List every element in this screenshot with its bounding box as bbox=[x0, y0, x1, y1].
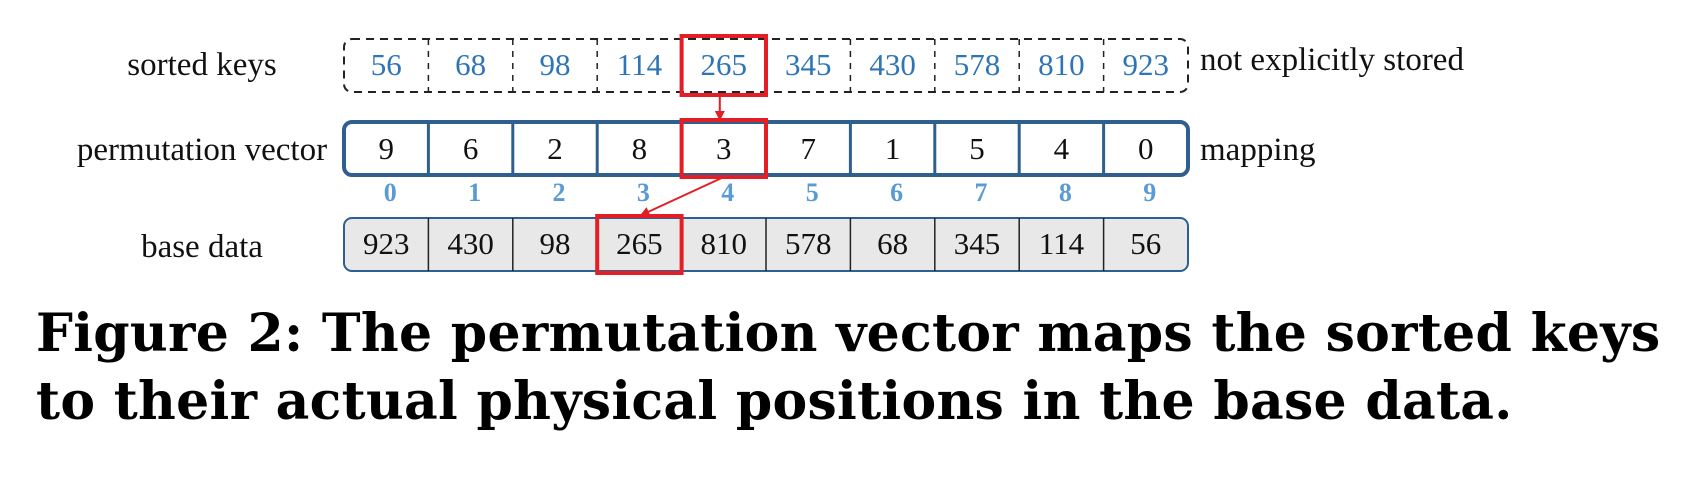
position-index: 8 bbox=[1059, 178, 1072, 207]
index-row: 0 1 2 3 4 5 6 7 8 9 bbox=[384, 178, 1157, 207]
sorted-key-cell: 430 bbox=[869, 47, 916, 82]
base-data-cell: 114 bbox=[1039, 226, 1085, 261]
sorted-key-cell: 56 bbox=[371, 47, 402, 82]
base-data-cell: 810 bbox=[701, 226, 748, 261]
position-index: 6 bbox=[890, 178, 903, 207]
base-data-cell: 68 bbox=[877, 226, 908, 261]
highlighted-sorted-key bbox=[679, 34, 768, 97]
sorted-key-cell: 114 bbox=[617, 47, 663, 82]
mapping-note: mapping bbox=[1200, 132, 1315, 168]
permutation-cell: 0 bbox=[1138, 131, 1154, 166]
permutation-cell: 4 bbox=[1054, 131, 1070, 166]
base-data-cell: 430 bbox=[447, 226, 494, 261]
base-data-cell: 56 bbox=[1130, 226, 1161, 261]
sorted-key-cell: 578 bbox=[954, 47, 1001, 82]
permutation-to-base-arrow bbox=[639, 176, 725, 217]
position-index: 5 bbox=[806, 178, 819, 207]
highlight-layer bbox=[595, 34, 768, 275]
not-explicitly-stored-note: not explicitly stored bbox=[1200, 42, 1464, 78]
base-data-cell: 578 bbox=[785, 226, 832, 261]
permutation-cell: 8 bbox=[632, 131, 648, 166]
permutation-cell: 7 bbox=[800, 131, 816, 166]
permutation-cell: 9 bbox=[378, 131, 394, 166]
permutation-cell: 2 bbox=[547, 131, 563, 166]
base-data-cell: 923 bbox=[363, 226, 410, 261]
permutation-cell: 5 bbox=[969, 131, 985, 166]
position-index: 0 bbox=[384, 178, 397, 207]
position-index: 3 bbox=[637, 178, 650, 207]
sorted-keys-label: sorted keys bbox=[127, 47, 276, 83]
base-data-row: 923 430 98 265 810 578 68 345 114 56 bbox=[343, 217, 1189, 272]
position-index: 9 bbox=[1143, 178, 1156, 207]
base-data-cell: 265 bbox=[616, 226, 663, 261]
sorted-keys-row: 56 68 98 114 265 345 430 578 810 923 bbox=[343, 38, 1189, 93]
sorted-key-cell: 98 bbox=[540, 47, 571, 82]
base-data-cell: 345 bbox=[954, 226, 1001, 261]
figure-caption: Figure 2: The permutation vector maps th… bbox=[36, 303, 1661, 432]
sorted-key-cell: 68 bbox=[455, 47, 486, 82]
sorted-key-cell: 810 bbox=[1038, 47, 1085, 82]
permutation-cell: 1 bbox=[885, 131, 901, 166]
sorted-key-cell: 923 bbox=[1123, 47, 1170, 82]
sorted-key-cell: 265 bbox=[701, 47, 748, 82]
position-index: 7 bbox=[975, 178, 988, 207]
permutation-diagram: sorted keys permutation vector base data… bbox=[77, 34, 1464, 275]
highlighted-base-data bbox=[595, 214, 684, 275]
position-index: 1 bbox=[468, 178, 481, 207]
base-data-label: base data bbox=[141, 229, 263, 265]
base-data-cell: 98 bbox=[540, 226, 571, 261]
sorted-key-cell: 345 bbox=[785, 47, 832, 82]
permutation-cell: 3 bbox=[716, 131, 732, 166]
position-index: 2 bbox=[553, 178, 566, 207]
permutation-cell: 6 bbox=[463, 131, 479, 166]
permutation-vector-label: permutation vector bbox=[77, 132, 327, 168]
position-index: 4 bbox=[721, 178, 734, 207]
